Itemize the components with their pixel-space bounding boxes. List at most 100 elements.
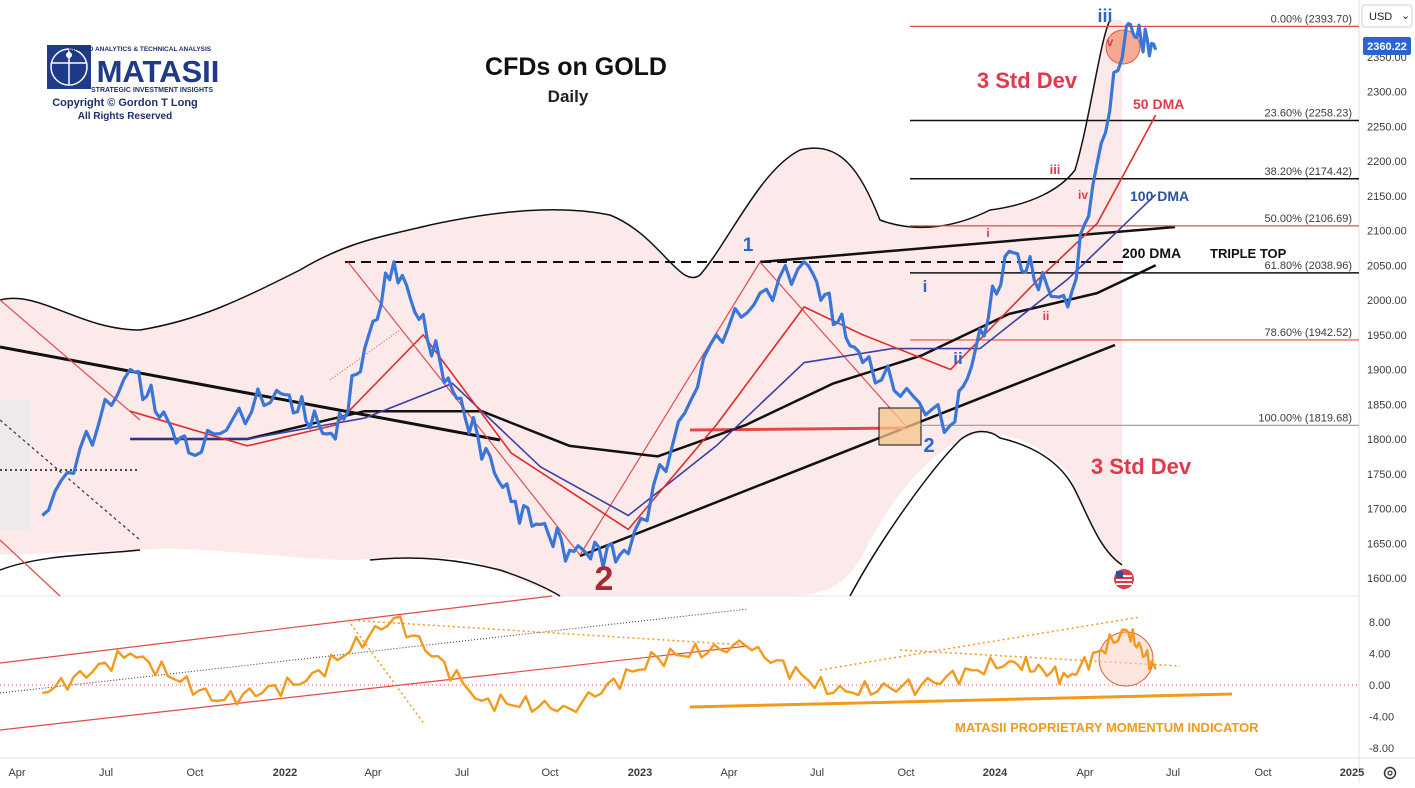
last-price-badge [1363, 37, 1411, 55]
momentum-indicator-label: MATASII PROPRIETARY MOMENTUM INDICATOR [955, 720, 1259, 735]
time-axis-tick: Oct [1254, 767, 1271, 779]
red-channel-line-1 [0, 299, 141, 421]
sub-wave-ii-label: ii [953, 349, 962, 368]
red-wave-ii-label: ii [1043, 309, 1050, 323]
dotted-decline-line [0, 419, 141, 541]
momentum-indicator: MATASII PROPRIETARY MOMENTUM INDICATOR [0, 595, 1359, 735]
fib-level-label: 0.00% (2393.70) [1271, 13, 1352, 25]
time-axis: Apr Jul Oct 2022 Apr Jul Oct 2023 Apr Jul Oct 2024 A… [8, 767, 1364, 779]
price-axis: 2350.002300.002250.002200.002150.002100.… [1367, 52, 1407, 585]
red-wave-iv-label: iv [1078, 188, 1088, 202]
price-axis-tick: 1750.00 [1367, 469, 1407, 481]
momentum-dotted-line [0, 608, 749, 694]
price-axis-tick: 2150.00 [1367, 191, 1407, 203]
last-price-value: 2360.22 [1367, 41, 1407, 53]
fib-level-label: 38.20% (2174.42) [1265, 166, 1352, 178]
price-axis-tick: 1650.00 [1367, 538, 1407, 550]
momentum-lower-channel [0, 645, 749, 731]
matasii-logo: MACRO ANALYTICS & TECHNICAL ANALYSIS MAT… [47, 45, 219, 122]
chevron-down-icon[interactable]: ⌄ [1401, 10, 1410, 22]
currency-selector-box[interactable] [1361, 4, 1413, 28]
red-wave-iii-label: iii [1050, 162, 1061, 177]
time-axis-tick: Jul [1166, 767, 1180, 779]
price-axis-tick: 2100.00 [1367, 226, 1407, 238]
red-wave-i-label: i [986, 226, 989, 240]
price-axis-tick: 1700.00 [1367, 504, 1407, 516]
series-line-50-dma [129, 114, 1157, 531]
time-axis-tick: Oct [897, 767, 914, 779]
logo-name: MATASII [97, 54, 220, 89]
momentum-upper-channel [0, 595, 553, 664]
momentum-support-line [689, 692, 1233, 709]
price-axis-tick: 1800.00 [1367, 434, 1407, 446]
indicator-axis-tick: -4.00 [1369, 712, 1394, 724]
fib-level-label: 23.60% (2258.23) [1265, 108, 1352, 120]
price-axis-tick: 2200.00 [1367, 156, 1407, 168]
time-axis-tick: Apr [364, 767, 381, 779]
momentum-rising-dotted [819, 616, 1141, 671]
fib-level-label: 61.80% (2038.96) [1265, 260, 1352, 272]
red-channel-line-2 [0, 539, 61, 597]
wave-1-resistance-line [759, 225, 1176, 264]
time-axis-tick: Jul [455, 767, 469, 779]
price-axis-tick: 2050.00 [1367, 260, 1407, 272]
std-dev-lower-line [0, 430, 1123, 597]
time-axis-tick: Oct [186, 767, 203, 779]
fib-level-label: 100.00% (1819.68) [1258, 412, 1352, 424]
downtrend-line [0, 345, 501, 442]
std-dev-upper-line [0, 19, 1111, 331]
time-axis-tick: Apr [8, 767, 25, 779]
indicator-axis: 8.00 4.00 0.00 -4.00 -8.00 [1369, 617, 1394, 755]
price-axis-tick: 2250.00 [1367, 121, 1407, 133]
currency-label[interactable]: USD [1369, 11, 1392, 23]
double-bottom-line [689, 426, 906, 432]
fib-level-label: 78.60% (1942.52) [1265, 327, 1352, 339]
time-axis-tick: Apr [1076, 767, 1093, 779]
currency-selector[interactable]: USD ⌄ [1361, 4, 1413, 28]
series-line-100-dma [130, 193, 1157, 517]
price-axis-tick: 2000.00 [1367, 295, 1407, 307]
chart-subtitle: Daily [548, 87, 589, 106]
uptrend-support-line [579, 343, 1116, 558]
momentum-highlight-circle [1098, 631, 1154, 687]
sub-wave-iii-label: iii [1097, 6, 1112, 26]
gear-icon[interactable] [1383, 766, 1397, 780]
time-axis-tick: Jul [99, 767, 113, 779]
price-series [41, 21, 1158, 569]
indicator-axis-tick: 0.00 [1369, 680, 1390, 692]
indicator-axis-tick: -8.00 [1369, 743, 1394, 755]
time-axis-tick: 2023 [628, 767, 652, 779]
time-axis-tick: Apr [720, 767, 737, 779]
dma-100-label: 100 DMA [1130, 188, 1189, 204]
price-axis-tick: 1600.00 [1367, 573, 1407, 585]
wave-1-label: 1 [743, 235, 754, 256]
price-axis-tick: 1950.00 [1367, 330, 1407, 342]
logo-tagline: MACRO ANALYTICS & TECHNICAL ANALYSIS [69, 46, 212, 53]
shaded-region [0, 400, 30, 530]
std-dev-upper-label: 3 Std Dev [977, 68, 1078, 93]
time-axis-tick: Oct [541, 767, 558, 779]
time-axis-tick: Jul [810, 767, 824, 779]
price-axis-tick: 2300.00 [1367, 87, 1407, 99]
price-axis-tick: 1900.00 [1367, 365, 1407, 377]
fib-level-label: 50.00% (2106.69) [1265, 213, 1352, 225]
momentum-drop-dotted [347, 619, 426, 726]
time-axis-tick: 2024 [983, 767, 1008, 779]
flag-icon [1114, 569, 1134, 589]
chart-title: CFDs on GOLD [485, 53, 667, 81]
momentum-flat-dotted [899, 649, 1181, 667]
red-wave-v-label: v [1107, 35, 1114, 49]
series-line-momentum [42, 615, 1157, 714]
logo-sub: STRATEGIC INVESTMENT INSIGHTS [91, 87, 213, 94]
std-dev-lower-label: 3 Std Dev [1091, 454, 1192, 479]
time-axis-tick: 2025 [1340, 767, 1364, 779]
series-line-gold [41, 21, 1158, 569]
wave-2-highlight-box [878, 407, 922, 446]
wave-2-label: 2 [923, 435, 934, 457]
sub-wave-i-label: i [923, 277, 928, 296]
wave-2-major-label: 2 [595, 560, 614, 598]
price-axis-tick: 1850.00 [1367, 399, 1407, 411]
indicator-axis-tick: 8.00 [1369, 617, 1390, 629]
